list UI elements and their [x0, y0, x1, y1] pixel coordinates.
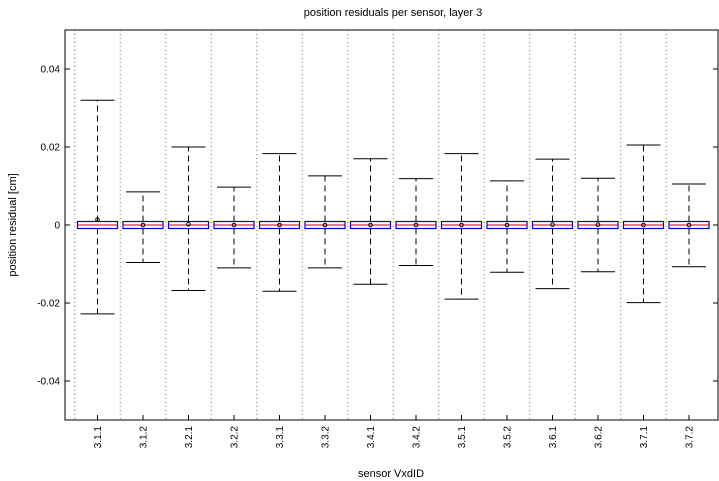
y-axis-label: position residual [cm]	[7, 173, 19, 276]
y-tick-label: -0.02	[37, 299, 60, 310]
x-tick-label: 3.6.2	[594, 426, 605, 449]
chart-title: position residuals per sensor, layer 3	[304, 7, 483, 19]
box-3.3.2	[304, 175, 346, 269]
mean-marker	[641, 222, 646, 228]
mean-marker	[595, 222, 601, 227]
box-3.7.1	[622, 144, 665, 304]
grid	[74, 30, 667, 420]
mean-marker	[368, 222, 373, 228]
box-3.3.1	[258, 153, 301, 292]
y-axis: 0.04 0.02 0 -0.02 -0.04	[37, 65, 718, 388]
box-3.4.1	[349, 158, 392, 285]
mean-marker	[459, 222, 464, 228]
box-3.2.1	[167, 146, 210, 292]
x-tick-label: 3.6.1	[548, 426, 559, 449]
x-tick-label: 3.1.1	[93, 426, 104, 449]
mean-marker	[277, 222, 282, 228]
x-tick-label: 3.3.1	[275, 426, 286, 449]
mean-marker	[140, 222, 146, 228]
mean-marker	[550, 222, 555, 227]
box-3.1.2	[122, 191, 164, 263]
box-3.1.1	[76, 99, 119, 315]
x-tick-label: 3.3.2	[321, 426, 332, 449]
mean-marker	[322, 222, 328, 228]
box-3.6.2	[577, 177, 619, 273]
x-tick-label: 3.5.1	[457, 426, 468, 449]
mean-marker	[504, 222, 510, 228]
mean-marker	[95, 217, 100, 222]
boxes	[76, 99, 710, 315]
x-tick-label: 3.4.1	[366, 426, 377, 449]
x-tick-label: 3.4.2	[412, 426, 423, 449]
mean-marker	[413, 222, 419, 228]
box-3.6.1	[531, 158, 574, 290]
x-axis-label: sensor VxdID	[358, 468, 424, 480]
y-tick-label: 0.02	[41, 143, 61, 154]
x-tick-label: 3.7.2	[685, 426, 696, 449]
mean-marker	[686, 222, 692, 228]
y-tick-label: 0	[54, 221, 60, 232]
box-3.5.1	[440, 153, 483, 300]
mean-marker	[231, 222, 237, 228]
x-axis: 3.1.1 3.1.2 3.2.1 3.2.2 3.3.1 3.3.2 3.4.1 3.4.2…	[93, 415, 696, 448]
box-3.7.2	[668, 183, 710, 268]
x-tick-label: 3.2.2	[230, 426, 241, 449]
box-3.4.2	[395, 178, 437, 267]
mean-marker	[186, 221, 191, 227]
y-tick-label: -0.04	[37, 377, 60, 388]
x-tick-label: 3.5.2	[503, 426, 514, 449]
box-3.5.2	[486, 180, 528, 273]
x-tick-label: 3.7.1	[639, 426, 650, 449]
x-tick-label: 3.2.1	[184, 426, 195, 449]
box-3.2.2	[213, 186, 255, 269]
y-tick-label: 0.04	[41, 65, 61, 76]
x-tick-label: 3.1.2	[139, 426, 150, 449]
